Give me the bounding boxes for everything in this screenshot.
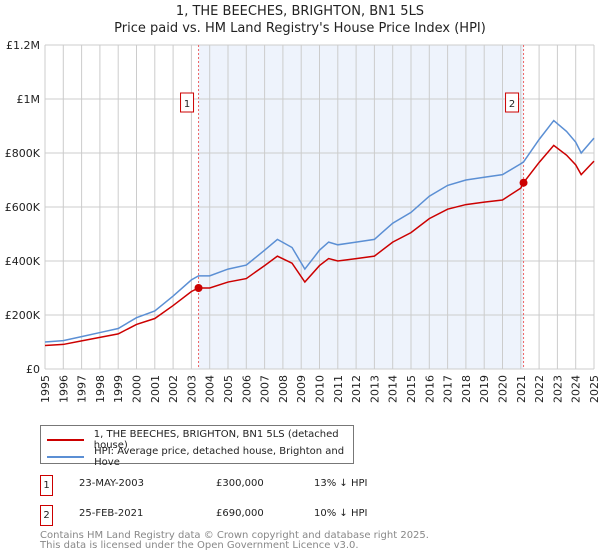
- sale-label-box: [180, 92, 195, 113]
- x-tick-label: 2007: [259, 375, 272, 403]
- x-tick-label: 2017: [442, 375, 455, 403]
- footer-line-1: Contains HM Land Registry data © Crown c…: [40, 530, 429, 541]
- x-tick-label: 2015: [405, 375, 418, 403]
- x-tick-label: 2012: [350, 375, 363, 403]
- x-tick-label: 1995: [39, 375, 52, 403]
- sale-point: [519, 178, 528, 187]
- x-tick-label: 1997: [76, 375, 89, 403]
- x-tick-label: 2004: [204, 375, 217, 403]
- y-tick-label: £0: [26, 363, 40, 376]
- legend-red-line: [47, 439, 84, 441]
- y-tick-label: £200K: [5, 309, 41, 322]
- x-tick-label: 2011: [332, 375, 345, 403]
- x-tick-label: 2010: [314, 375, 327, 403]
- x-tick-label: 2001: [149, 375, 162, 403]
- x-tick-label: 2003: [185, 375, 198, 403]
- x-tick-label: 2019: [478, 375, 491, 403]
- y-tick-label: £1.2M: [6, 39, 40, 52]
- footer-line-2: This data is licensed under the Open Gov…: [40, 540, 359, 551]
- x-tick-label: 2025: [588, 375, 600, 403]
- sale-label: 1: [184, 99, 190, 110]
- y-tick-label: £1M: [17, 93, 41, 106]
- y-tick-label: £800K: [5, 147, 41, 160]
- x-tick-label: 1996: [57, 375, 70, 403]
- x-tick-label: 2013: [368, 375, 381, 403]
- x-tick-label: 2005: [222, 375, 235, 403]
- x-tick-label: 2000: [131, 375, 144, 403]
- chart-title: 1, THE BEECHES, BRIGHTON, BN1 5LS: [175, 4, 425, 19]
- x-tick-label: 2020: [497, 375, 510, 403]
- marker-badge: 1: [40, 475, 53, 496]
- sale-label-box: [505, 92, 520, 113]
- chart-subtitle: Price paid vs. HM Land Registry's House …: [114, 21, 486, 36]
- x-tick-label: 2024: [570, 375, 583, 403]
- marker-badge: 2: [40, 505, 53, 526]
- x-tick-label: 2018: [460, 375, 473, 403]
- y-tick-label: £600K: [5, 201, 41, 214]
- legend-label-hpi: HPI: Average price, detached house, Brig…: [94, 446, 345, 468]
- transaction-hpi: 13% ↓ HPI: [314, 478, 368, 489]
- legend-blue-line: [47, 456, 85, 458]
- x-tick-label: 2016: [423, 375, 436, 403]
- x-tick-label: 2008: [277, 375, 290, 403]
- transaction-price: £690,000: [216, 508, 264, 519]
- series-line: [44, 119, 595, 343]
- x-tick-label: 2002: [167, 375, 180, 403]
- x-tick-label: 2023: [551, 375, 564, 403]
- x-tick-label: 2009: [295, 375, 308, 403]
- transaction-date: 25-FEB-2021: [79, 508, 144, 519]
- x-tick-label: 2006: [240, 375, 253, 403]
- footer: Contains HM Land Registry data © Crown c…: [40, 531, 429, 551]
- x-tick-label: 1999: [112, 375, 125, 403]
- legend: 1, THE BEECHES, BRIGHTON, BN1 5LS (detac…: [40, 425, 354, 468]
- transaction-price: £300,000: [216, 478, 264, 489]
- transaction-date: 23-MAY-2003: [79, 478, 145, 489]
- x-tick-label: 1998: [94, 375, 107, 403]
- legend-label-property: 1, THE BEECHES, BRIGHTON, BN1 5LS (detac…: [93, 429, 339, 451]
- y-tick-label: £400K: [5, 255, 41, 268]
- sale-label: 2: [509, 99, 515, 110]
- price-chart: 1995 1996 1997 1998 1999 2000 2001 2002 2003 2004…: [5, 39, 600, 403]
- x-tick-label: 2022: [533, 375, 546, 403]
- sale-point: [194, 284, 203, 292]
- transaction-hpi: 10% ↓ HPI: [314, 508, 368, 519]
- x-tick-label: 2021: [515, 375, 528, 403]
- x-tick-label: 2014: [387, 375, 400, 403]
